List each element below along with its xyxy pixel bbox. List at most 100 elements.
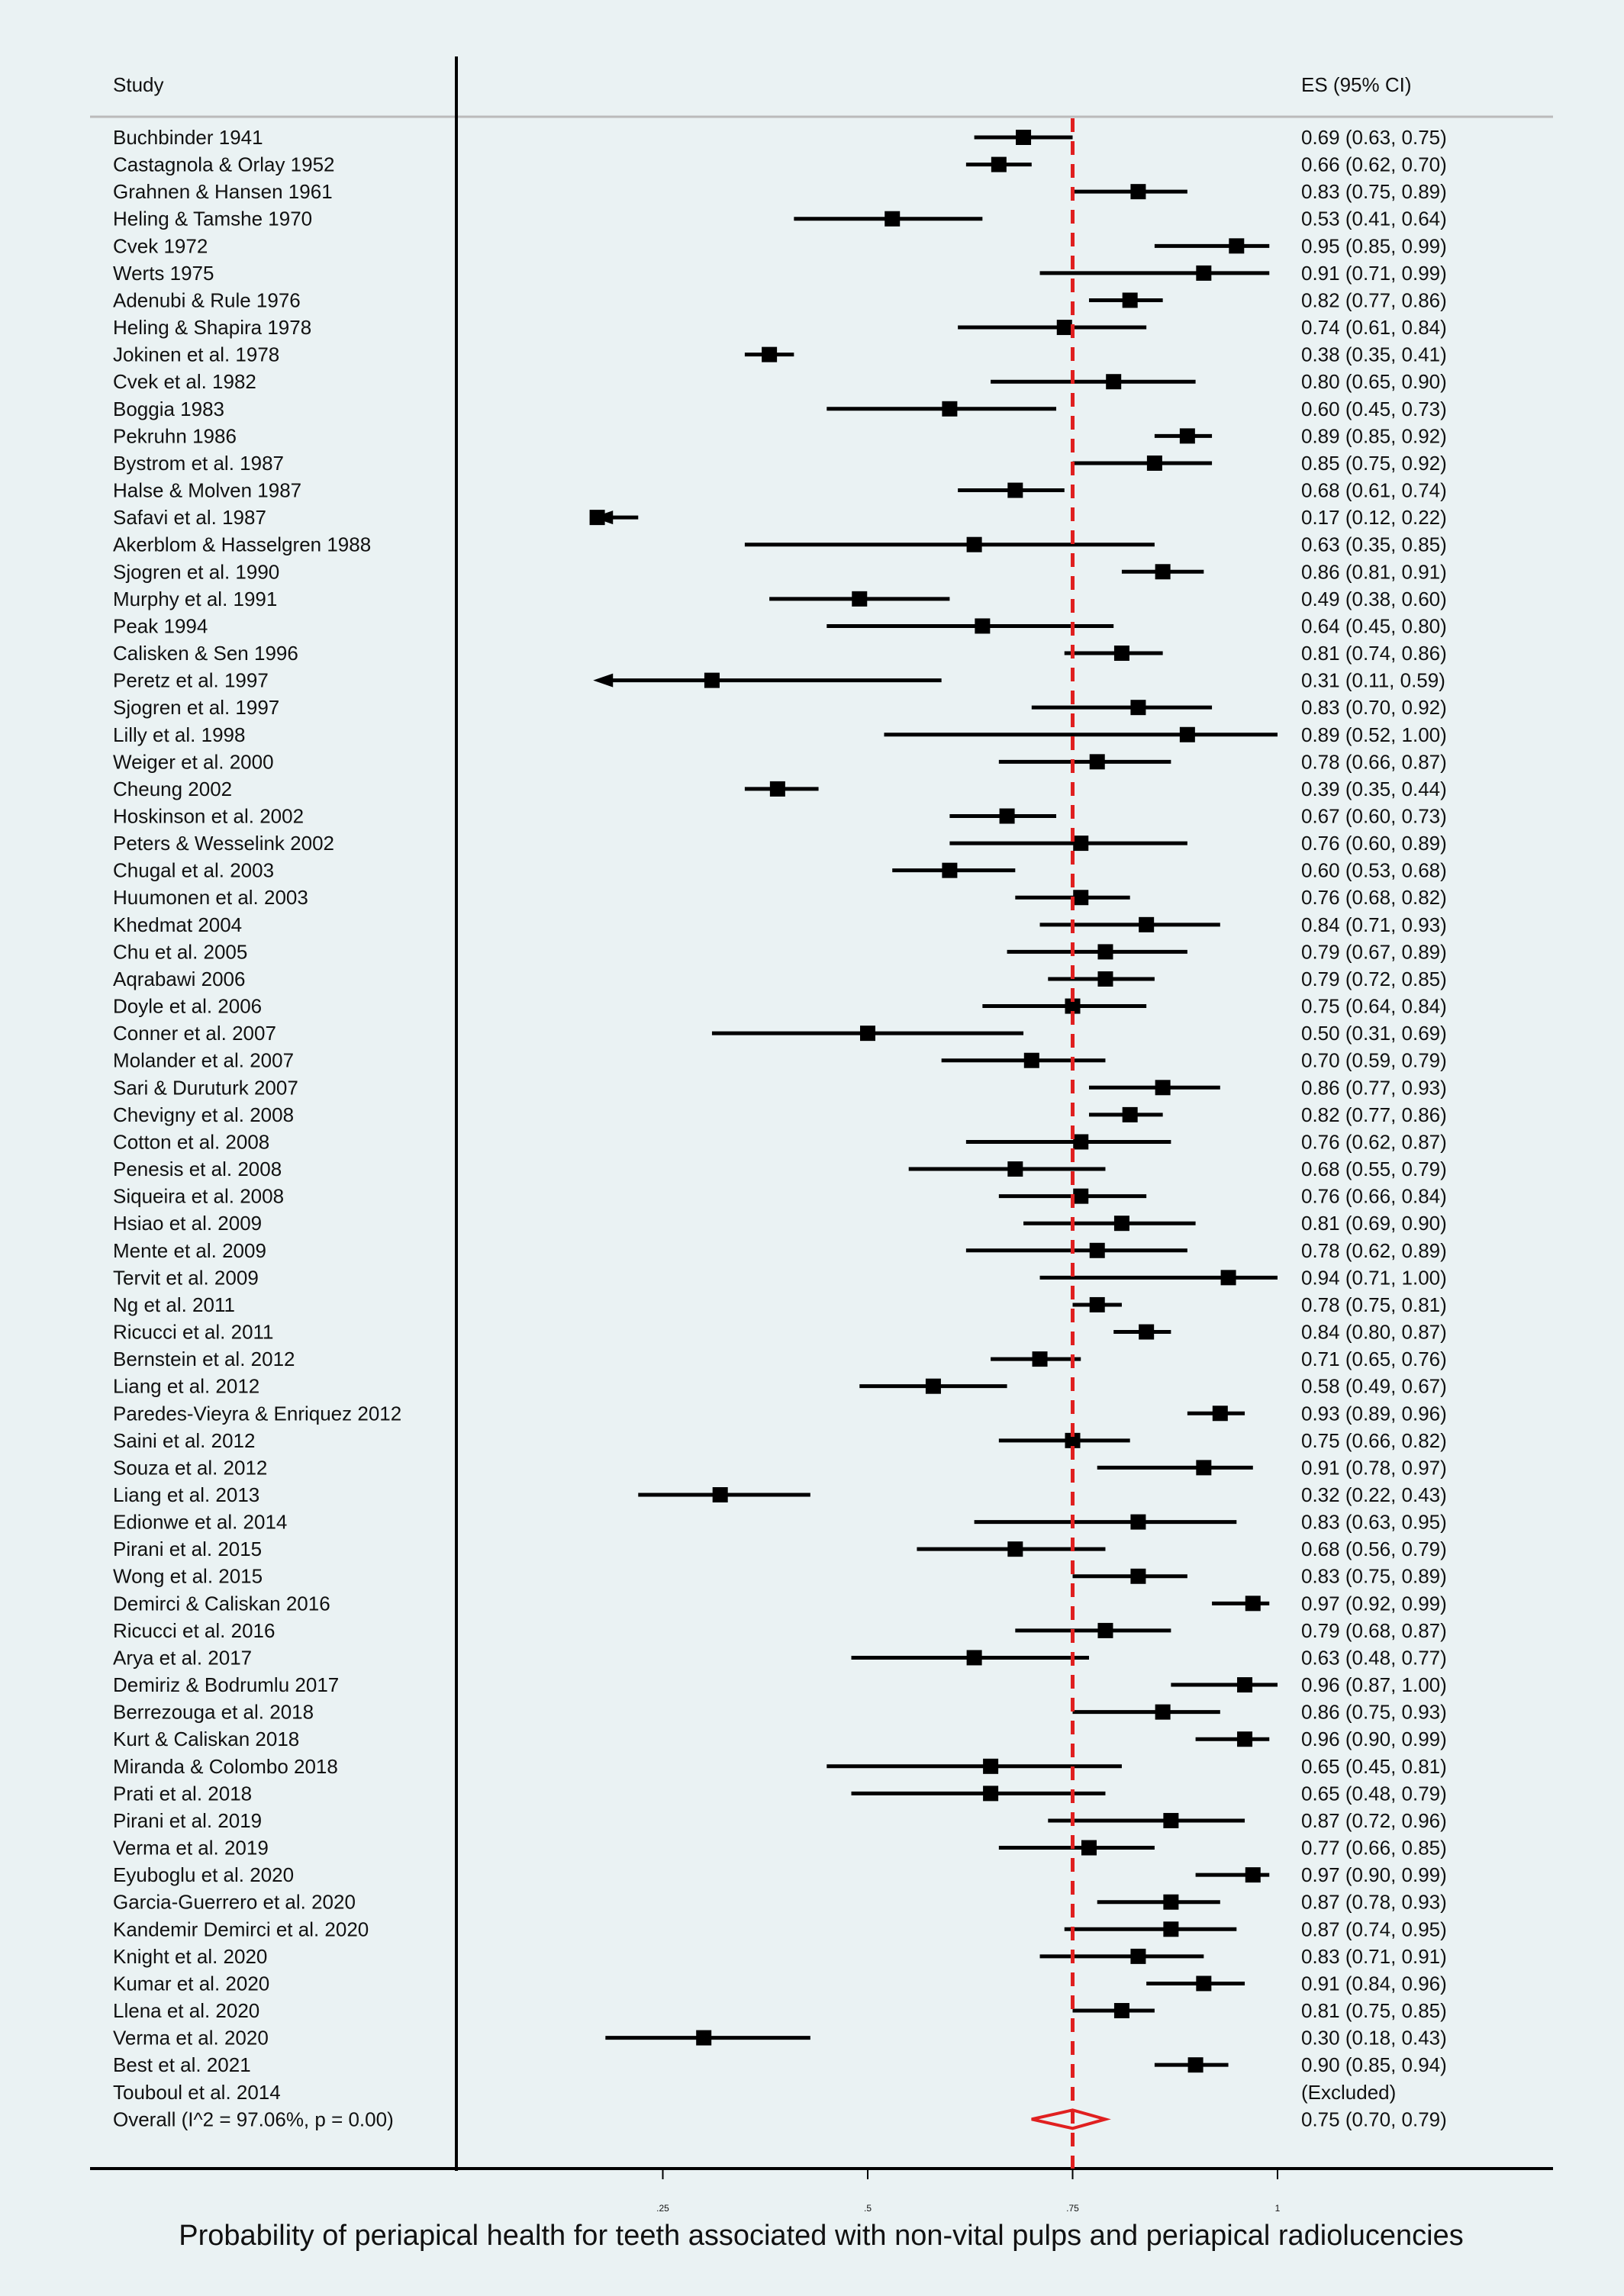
study-row: Liang et al. 2012 0.58 (0.49, 0.67) [113,1375,1447,1398]
effect-marker [975,618,991,634]
effect-marker [1016,130,1032,145]
study-label: Molander et al. 2007 [113,1049,294,1072]
study-es-text: 0.76 (0.68, 0.82) [1301,886,1447,909]
effect-marker [762,346,778,362]
study-row: Wong et al. 2015 0.83 (0.75, 0.89) [113,1565,1447,1588]
study-row: Knight et al. 2020 0.83 (0.71, 0.91) [113,1945,1447,1968]
study-es-text: 0.49 (0.38, 0.60) [1301,588,1447,610]
study-row: Heling & Shapira 1978 0.74 (0.61, 0.84) [113,316,1447,339]
study-row: Pekruhn 1986 0.89 (0.85, 0.92) [113,424,1447,447]
effect-marker [1220,1270,1236,1286]
effect-marker [991,156,1007,172]
study-es-text: 0.86 (0.77, 0.93) [1301,1076,1447,1099]
study-label: Weiger et al. 2000 [113,750,274,773]
overall-label: Overall (I^2 = 97.06%, p = 0.00) [113,2108,394,2130]
study-row: Sari & Duruturk 2007 0.86 (0.77, 0.93) [113,1076,1447,1099]
study-row: Pirani et al. 2015 0.68 (0.56, 0.79) [113,1538,1447,1560]
study-row: Paredes-Vieyra & Enriquez 2012 0.93 (0.89… [113,1402,1447,1425]
effect-marker [966,1650,982,1666]
study-row: Jokinen et al. 1978 0.38 (0.35, 0.41) [113,343,1447,366]
effect-marker [983,1786,999,1802]
study-label: Liang et al. 2012 [113,1375,259,1398]
study-row: Kandemir Demirci et al. 2020 0.87 (0.74, … [113,1918,1447,1940]
effect-marker [1113,1216,1129,1232]
study-row: Eyuboglu et al. 2020 0.97 (0.90, 0.99) [113,1863,1447,1886]
effect-marker [1155,1080,1171,1096]
effect-marker [1089,1242,1105,1258]
study-label: Eyuboglu et al. 2020 [113,1863,294,1886]
study-es-text: 0.91 (0.84, 0.96) [1301,1972,1447,1995]
study-row: Castagnola & Orlay 1952 0.66 (0.62, 0.70) [113,153,1447,176]
study-label: Aqrabawi 2006 [113,968,245,990]
study-es-text: 0.87 (0.72, 0.96) [1301,1809,1447,1832]
study-es-text: 0.83 (0.63, 0.95) [1301,1511,1447,1534]
study-label: Liang et al. 2013 [113,1483,259,1506]
study-row: Touboul et al. 2014 (Excluded) [113,2081,1396,2104]
study-label: Buchbinder 1941 [113,126,263,149]
study-label: Peak 1994 [113,614,208,637]
study-es-text: 0.79 (0.68, 0.87) [1301,1619,1447,1642]
study-label: Ricucci et al. 2011 [113,1321,274,1344]
effect-marker [999,808,1015,824]
study-label: Calisken & Sen 1996 [113,642,298,665]
effect-marker [1179,726,1195,742]
study-label: Grahnen & Hansen 1961 [113,180,333,203]
study-row: Chu et al. 2005 0.79 (0.67, 0.89) [113,940,1447,963]
study-row: Huumonen et al. 2003 0.76 (0.68, 0.82) [113,886,1447,909]
study-row: Mente et al. 2009 0.78 (0.62, 0.89) [113,1239,1447,1262]
study-es-text: 0.94 (0.71, 1.00) [1301,1266,1447,1289]
effect-marker [1106,374,1122,390]
study-es-text: 0.91 (0.78, 0.97) [1301,1456,1447,1479]
study-row: Miranda & Colombo 2018 0.65 (0.45, 0.81) [113,1755,1447,1778]
study-row: Calisken & Sen 1996 0.81 (0.74, 0.86) [113,642,1447,665]
effect-marker [1237,1677,1253,1693]
overall-row: Overall (I^2 = 97.06%, p = 0.00) 0.75 (0.… [113,2108,1447,2130]
study-row: Doyle et al. 2006 0.75 (0.64, 0.84) [113,995,1447,1018]
study-es-text: 0.67 (0.60, 0.73) [1301,805,1447,828]
study-row: Ricucci et al. 2011 0.84 (0.80, 0.87) [113,1321,1447,1344]
study-es-text: 0.32 (0.22, 0.43) [1301,1483,1447,1506]
study-label: Prati et al. 2018 [113,1782,252,1805]
effect-marker [1073,890,1089,906]
study-row: Cheung 2002 0.39 (0.35, 0.44) [113,778,1447,800]
study-es-text: (Excluded) [1301,2081,1396,2104]
study-row: Kurt & Caliskan 2018 0.96 (0.90, 0.99) [113,1728,1447,1750]
study-row: Halse & Molven 1987 0.68 (0.61, 0.74) [113,479,1447,502]
study-label: Sjogren et al. 1997 [113,696,279,719]
study-label: Souza et al. 2012 [113,1456,267,1479]
study-es-text: 0.86 (0.75, 0.93) [1301,1701,1447,1724]
study-row: Sjogren et al. 1997 0.83 (0.70, 0.92) [113,696,1447,719]
effect-marker [1196,1460,1212,1476]
study-row: Boggia 1983 0.60 (0.45, 0.73) [113,398,1447,420]
study-label: Siqueira et al. 2008 [113,1185,284,1208]
study-row: Akerblom & Hasselgren 1988 0.63 (0.35, 0.… [113,533,1447,556]
study-label: Knight et al. 2020 [113,1945,267,1968]
study-es-text: 0.83 (0.75, 0.89) [1301,180,1447,203]
study-row: Llena et al. 2020 0.81 (0.75, 0.85) [113,1999,1447,2022]
study-es-text: 0.76 (0.62, 0.87) [1301,1130,1447,1153]
overall-diamond [1031,2108,1111,2130]
study-row: Chevigny et al. 2008 0.82 (0.77, 0.86) [113,1103,1447,1126]
study-label: Cotton et al. 2008 [113,1130,269,1153]
study-label: Tervit et al. 2009 [113,1266,259,1289]
effect-marker [884,211,901,227]
study-label: Touboul et al. 2014 [113,2081,281,2104]
effect-marker [1196,265,1212,281]
study-label: Pekruhn 1986 [113,424,237,447]
study-es-text: 0.87 (0.74, 0.95) [1301,1918,1447,1940]
study-label: Verma et al. 2019 [113,1837,269,1860]
study-label: Pirani et al. 2015 [113,1538,262,1560]
effect-marker [1187,2057,1204,2073]
study-label: Arya et al. 2017 [113,1646,252,1669]
study-label: Bernstein et al. 2012 [113,1348,295,1370]
study-row: Ng et al. 2011 0.78 (0.75, 0.81) [113,1293,1447,1316]
study-label: Cheung 2002 [113,778,232,800]
effect-marker [1113,2003,1129,2019]
study-label: Kumar et al. 2020 [113,1972,269,1995]
study-row: Peak 1994 0.64 (0.45, 0.80) [113,614,1447,637]
effect-marker [696,2030,712,2046]
effect-marker [1073,1188,1089,1204]
study-row: Best et al. 2021 0.90 (0.85, 0.94) [113,2053,1447,2076]
study-label: Cvek et al. 1982 [113,370,256,393]
